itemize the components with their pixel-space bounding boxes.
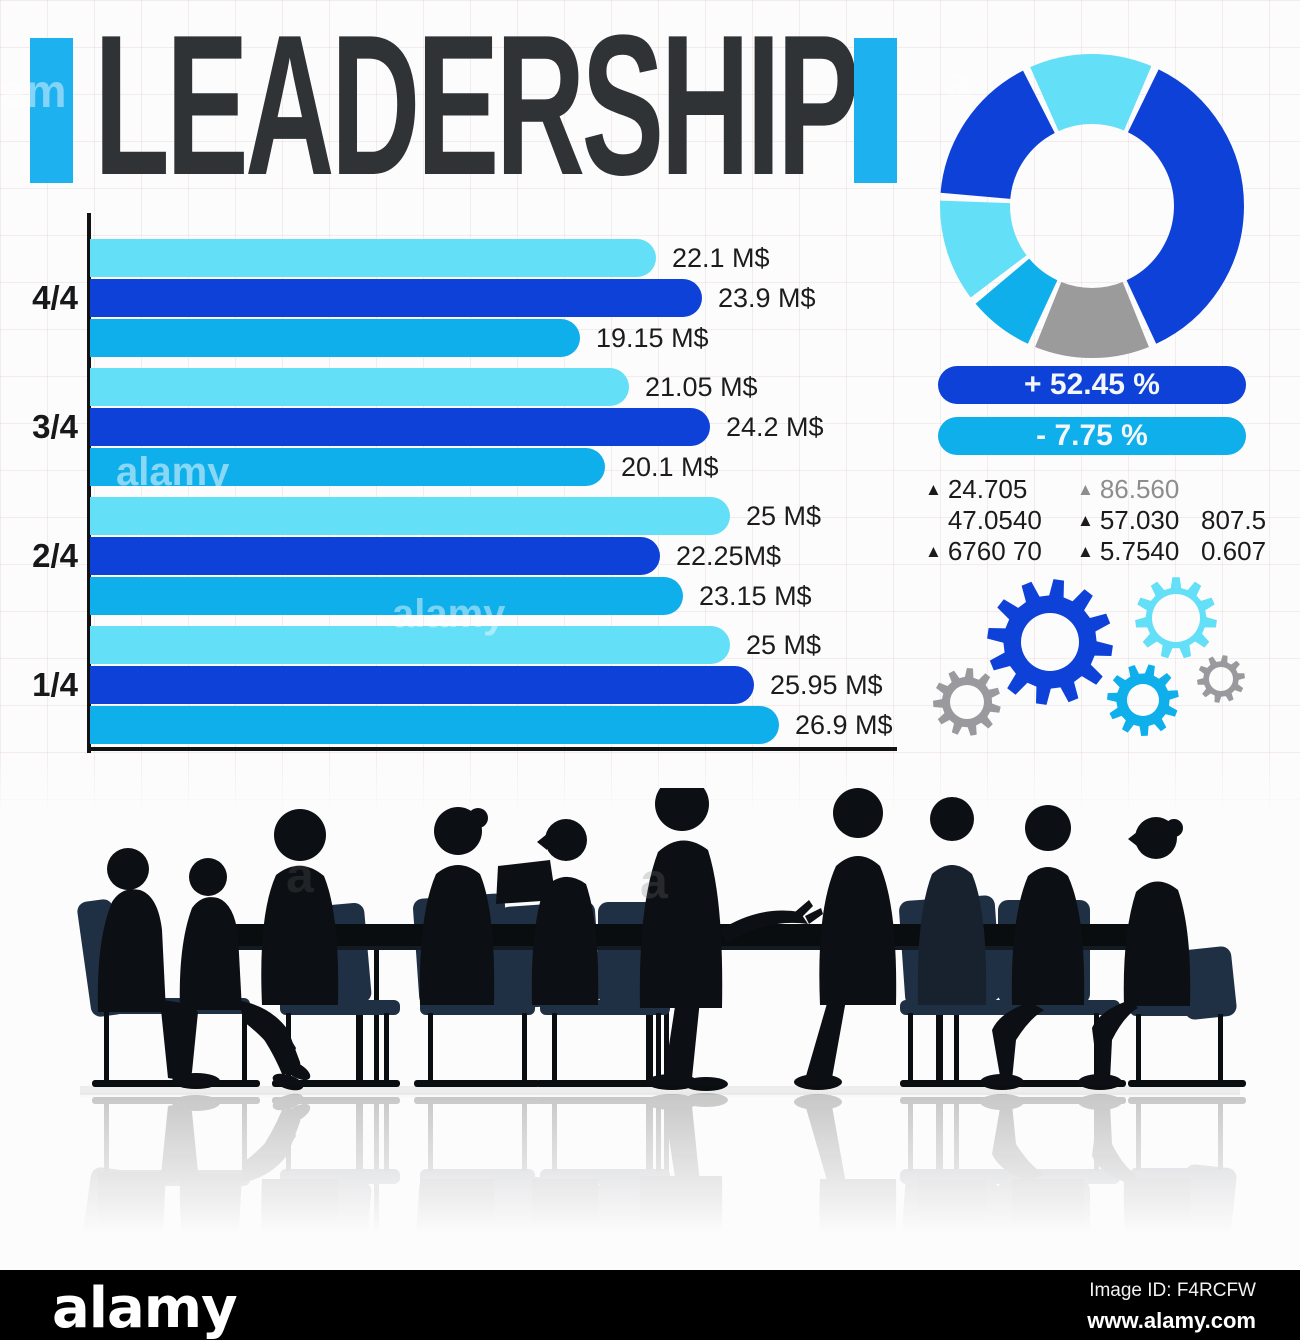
bar: [90, 368, 629, 406]
bar-value-label: 24.2 M$: [726, 412, 824, 442]
image-id: Image ID: F4RCFW: [1089, 1280, 1256, 1301]
gear-icon: [987, 579, 1113, 705]
bar: [90, 666, 754, 704]
bar: [90, 706, 779, 744]
bar: [90, 448, 605, 486]
stat-value: ▲47.0540: [947, 505, 1042, 535]
gear-icon: [1197, 655, 1245, 703]
people-silhouettes: [97, 788, 1191, 1091]
donut-chart: [940, 54, 1244, 358]
page-title: LEADERSHIP: [94, 0, 860, 217]
table-legs: [356, 946, 959, 1086]
title-accent-right: [854, 38, 897, 183]
bar-value-label: 26.9 M$: [795, 710, 893, 740]
group-label: 3/4: [32, 408, 78, 445]
gears-illustration: [933, 577, 1245, 736]
bar-value-label: 25 M$: [746, 630, 822, 660]
stat-value: 807.5: [1201, 505, 1267, 535]
bar: [90, 626, 730, 664]
bar-value-label: 23.15 M$: [699, 581, 812, 611]
stat-value: ▲ 6760 70: [925, 536, 1042, 566]
bar: [90, 497, 730, 535]
group-label: 1/4: [32, 666, 78, 703]
up-triangle-icon: ▲: [925, 542, 942, 561]
donut-segment: [940, 70, 1056, 201]
bar-value-label: 19.15 M$: [596, 323, 709, 353]
gear-icon: [933, 668, 1001, 736]
donut-segment: [1035, 281, 1149, 358]
bar-value-label: 20.1 M$: [621, 452, 719, 482]
bar-value-label: 22.1 M$: [672, 243, 770, 273]
stat-value: 0.607: [1201, 536, 1267, 566]
donut-segment: [1125, 69, 1244, 344]
stat-value: ▲ 57.030: [1077, 505, 1180, 535]
bar: [90, 537, 660, 575]
up-triangle-icon: ▲: [1077, 542, 1094, 561]
stat-value: ▲ 86.560: [1077, 474, 1180, 504]
gear-icon: [1135, 577, 1217, 659]
group-label: 4/4: [32, 279, 78, 316]
bar-value-label: 21.05 M$: [645, 372, 758, 402]
bar-value-label: 22.25M$: [676, 541, 782, 571]
donut-segment: [975, 257, 1059, 344]
bar-value-label: 25.95 M$: [770, 670, 883, 700]
site-url: www.alamy.com: [1087, 1308, 1256, 1333]
kpi-pill: + 52.45 %: [938, 366, 1246, 404]
bar-value-label: 25 M$: [746, 501, 822, 531]
y-axis: [87, 213, 91, 753]
kpi-pills: + 52.45 % - 7.75 %: [938, 366, 1246, 468]
bar: [90, 319, 580, 357]
bar-value-label: 23.9 M$: [718, 283, 816, 313]
stat-value: ▲ 5.7540: [1077, 536, 1180, 566]
bar: [90, 239, 656, 277]
group-label: 2/4: [32, 537, 78, 574]
bar: [90, 577, 683, 615]
bar: [90, 279, 702, 317]
x-axis: [87, 747, 897, 751]
footer-bar: alamy Image ID: F4RCFW www.alamy.com: [0, 1270, 1300, 1340]
alamy-logo: alamy: [52, 1276, 238, 1340]
gear-icon: [1107, 664, 1179, 736]
stat-value: [1201, 474, 1280, 505]
stat-value: ▲ 24.705: [925, 474, 1028, 504]
bar: [90, 408, 710, 446]
meeting-silhouette-illustration: [76, 788, 1246, 1270]
donut-segment: [940, 200, 1028, 298]
up-triangle-icon: ▲: [925, 480, 942, 499]
bar-chart: 4/4 22.1 M$ 23.9 M$ 19.15 M$ 3/4 21.05 M$ 24.2…: [32, 213, 902, 758]
up-triangle-icon: ▲: [1077, 511, 1094, 530]
floor-reflection: [76, 1089, 1246, 1270]
stats-table: ▲24.705 ▲86.560 ▲47.0540 ▲57.030 807.5 ▲6760 …: [925, 474, 1280, 567]
donut-segment: [1030, 54, 1152, 132]
title-accent-left: [30, 38, 73, 183]
kpi-pill: - 7.75 %: [938, 417, 1246, 455]
up-triangle-icon: ▲: [1077, 480, 1094, 499]
